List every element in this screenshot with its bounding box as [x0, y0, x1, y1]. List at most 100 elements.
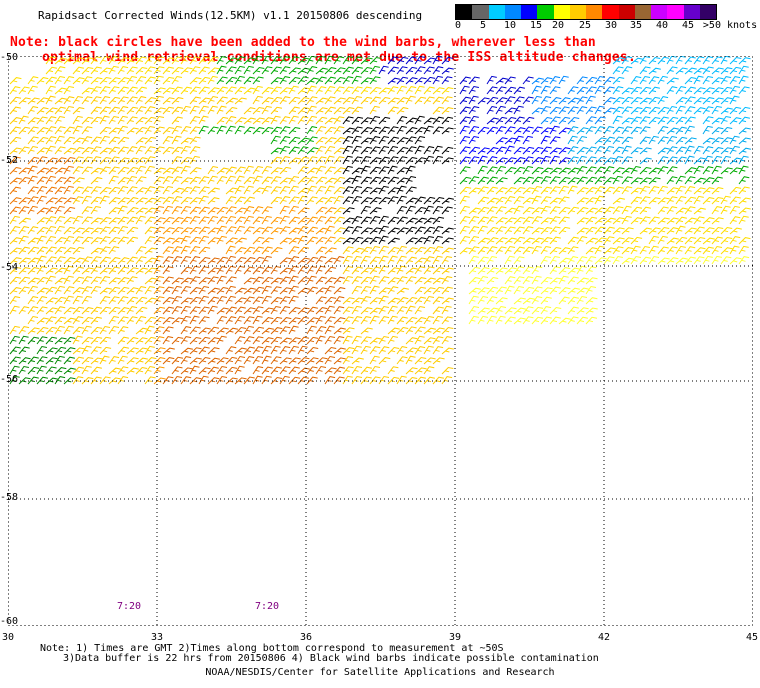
wind-barb: [54, 106, 66, 115]
wind-barb: [90, 256, 102, 265]
wind-barb: [252, 66, 265, 75]
wind-barb: [711, 147, 724, 155]
wind-barb: [108, 77, 121, 85]
wind-barb: [225, 175, 236, 185]
wind-barb: [432, 96, 444, 105]
wind-barb: [423, 337, 436, 345]
wind-barb: [657, 147, 670, 155]
wind-barb: [639, 116, 651, 125]
wind-barb: [45, 107, 58, 115]
wind-barb: [189, 365, 200, 375]
wind-barb: [279, 276, 291, 285]
wind-barb: [369, 307, 382, 315]
wind-barb: [333, 167, 346, 175]
wind-barb: [189, 86, 201, 95]
wind-barb: [648, 116, 661, 125]
wind-barb: [576, 86, 589, 95]
wind-barb: [207, 187, 220, 195]
wind-barb: [72, 107, 85, 115]
wind-barb: [513, 177, 526, 185]
wind-barb: [171, 246, 183, 255]
wind-barb: [405, 367, 418, 375]
wind-barb: [369, 346, 381, 355]
wind-barb: [324, 207, 337, 215]
wind-barb: [234, 216, 246, 225]
wind-barb: [315, 165, 326, 175]
wind-barb: [549, 286, 561, 295]
wind-barb: [9, 136, 22, 145]
wind-barb: [153, 95, 164, 105]
wind-barb: [666, 176, 678, 185]
wind-barb: [684, 256, 696, 265]
wind-barb: [531, 157, 544, 165]
wind-barb: [729, 205, 740, 215]
wind-barb: [90, 285, 102, 295]
wind-barb: [135, 117, 148, 125]
wind-barb: [297, 357, 310, 365]
wind-barb: [315, 216, 327, 225]
wind-barb: [171, 237, 184, 245]
wind-barb: [216, 327, 229, 335]
wind-barb: [486, 197, 499, 205]
wind-barb: [405, 267, 418, 275]
wind-barb: [216, 315, 227, 325]
wind-barb: [207, 56, 219, 65]
wind-barb: [684, 106, 696, 115]
wind-barb: [702, 197, 715, 205]
wind-barb: [72, 356, 84, 365]
wind-barb: [594, 186, 606, 195]
wind-barb: [207, 227, 220, 235]
wind-barb: [180, 266, 193, 275]
wind-barb: [621, 156, 633, 165]
wind-barb: [396, 346, 408, 355]
wind-barb: [675, 236, 688, 245]
wind-barb: [306, 115, 317, 125]
wind-barb: [702, 66, 714, 75]
wind-barb: [144, 336, 157, 345]
wind-barb: [441, 127, 454, 135]
wind-barb: [288, 96, 301, 105]
wind-barb: [522, 156, 534, 165]
wind-barb: [63, 76, 75, 85]
wind-barb: [441, 297, 454, 305]
wind-barb: [324, 257, 337, 265]
wind-barb: [531, 216, 543, 225]
wind-barb: [315, 236, 328, 245]
wind-barb: [306, 66, 318, 75]
wind-barb: [117, 157, 130, 165]
wind-barb: [720, 205, 731, 215]
wind-barb: [45, 246, 57, 255]
colorbar-label: 0: [454, 20, 462, 31]
wind-barb: [531, 95, 542, 105]
wind-barb: [414, 196, 426, 205]
wind-barb: [531, 286, 543, 295]
wind-barb: [333, 137, 346, 145]
wind-barb: [189, 66, 201, 75]
wind-barb: [333, 256, 345, 265]
wind-barb: [171, 187, 184, 195]
wind-barb: [738, 86, 750, 95]
wind-barb: [432, 327, 445, 335]
wind-barb: [540, 255, 551, 265]
wind-barb: [693, 177, 706, 185]
wind-barb: [135, 327, 148, 335]
wind-barb: [567, 177, 580, 185]
wind-barb: [36, 235, 47, 245]
wind-barb: [432, 336, 444, 345]
wind-barb: [342, 145, 353, 155]
wind-barb: [531, 266, 543, 275]
wind-barb: [405, 237, 418, 245]
wind-barb: [513, 276, 525, 285]
wind-barb: [198, 346, 210, 355]
wind-barb: [585, 237, 598, 245]
wind-barb: [72, 66, 84, 75]
wind-barb: [540, 306, 552, 315]
wind-barb: [324, 117, 337, 125]
wind-barb: [621, 237, 634, 245]
wind-barb: [54, 346, 67, 355]
wind-barb: [738, 137, 751, 145]
pass-time-label: 7:20: [254, 601, 280, 612]
wind-barb: [225, 196, 237, 205]
wind-barb: [333, 186, 346, 195]
wind-barb: [297, 177, 310, 185]
